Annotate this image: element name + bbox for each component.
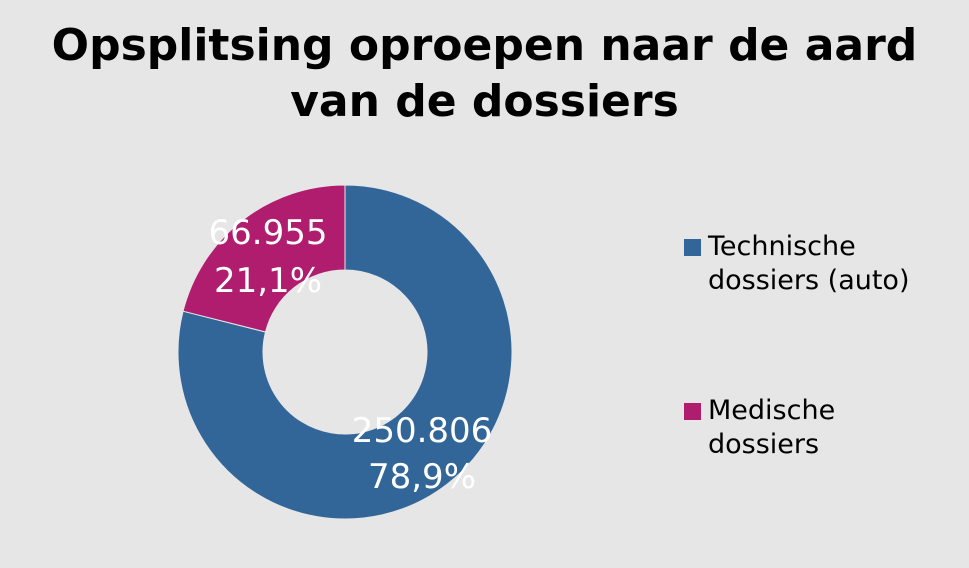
data-label-value-medische: 66.955 (209, 213, 328, 253)
legend-label-technische: Technische dossiers (auto) (708, 231, 910, 296)
chart-title: Opsplitsing oproepen naar de aard van de… (51, 20, 918, 127)
legend-swatch-technische (684, 239, 701, 256)
data-label-percent-technische: 78,9% (368, 457, 476, 497)
data-label-percent-medische: 21,1% (214, 261, 322, 301)
legend-item-technische: Technische dossiers (auto) (684, 230, 968, 298)
slice-technische (177, 184, 513, 520)
legend-swatch-medische (684, 403, 701, 420)
legend-item-medische: Medische dossiers (684, 394, 858, 462)
legend-label-medische: Medische dossiers (708, 395, 836, 460)
data-label-value-technische: 250.806 (352, 411, 493, 451)
slice-medische (182, 184, 346, 333)
